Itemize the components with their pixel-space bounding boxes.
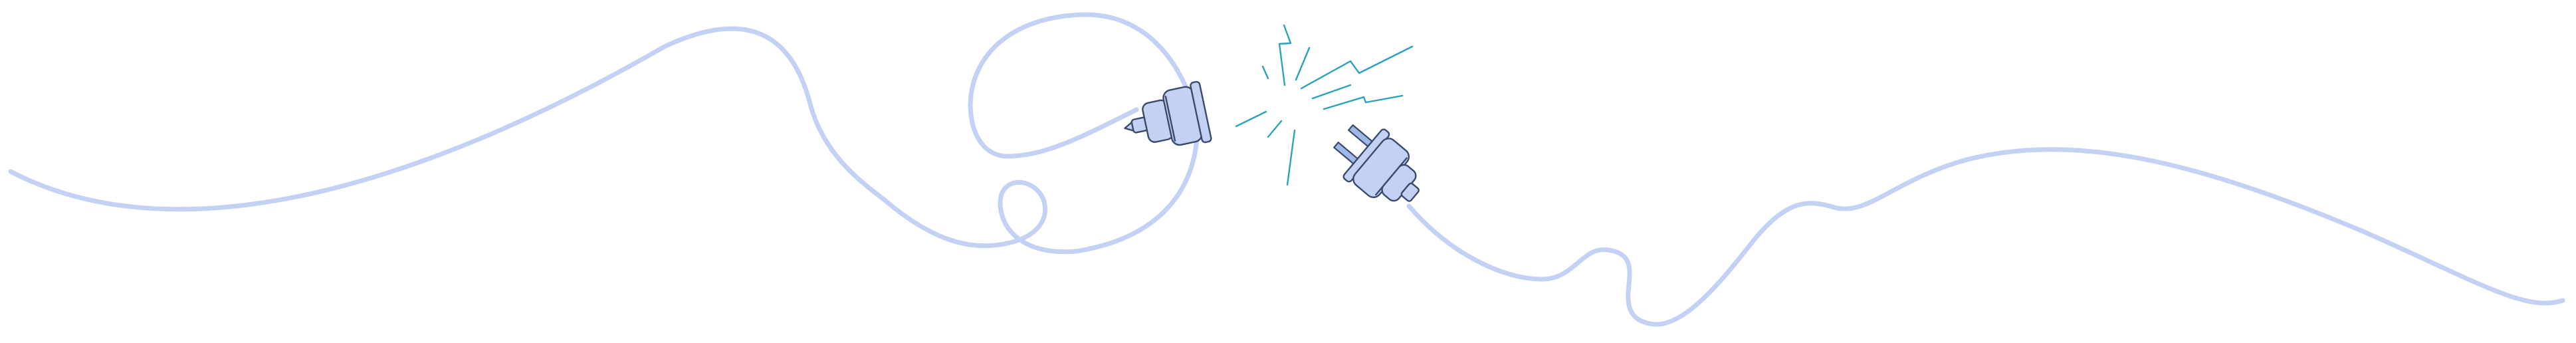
spark-line-mid xyxy=(1311,84,1352,100)
male-plug-icon xyxy=(1333,124,1420,202)
spark-bolt-right xyxy=(1323,94,1404,110)
spark-left-tick xyxy=(1267,120,1283,138)
spark-down xyxy=(1286,129,1296,186)
spark-diagonal xyxy=(1295,47,1311,81)
spark-bolt-long xyxy=(1300,45,1414,90)
socket-plug-face xyxy=(1190,80,1212,144)
left-cable xyxy=(8,12,1200,255)
socket-plug-icon xyxy=(1124,80,1212,146)
socket-plug-seam xyxy=(1164,95,1176,142)
spark-left-low xyxy=(1235,110,1267,128)
male-plug-neck xyxy=(1400,182,1420,202)
right-cable xyxy=(1406,147,2565,327)
spark-small-top-left xyxy=(1261,65,1269,80)
electric-spark-icon xyxy=(1235,24,1414,186)
spark-zigzag-top xyxy=(1278,24,1292,86)
